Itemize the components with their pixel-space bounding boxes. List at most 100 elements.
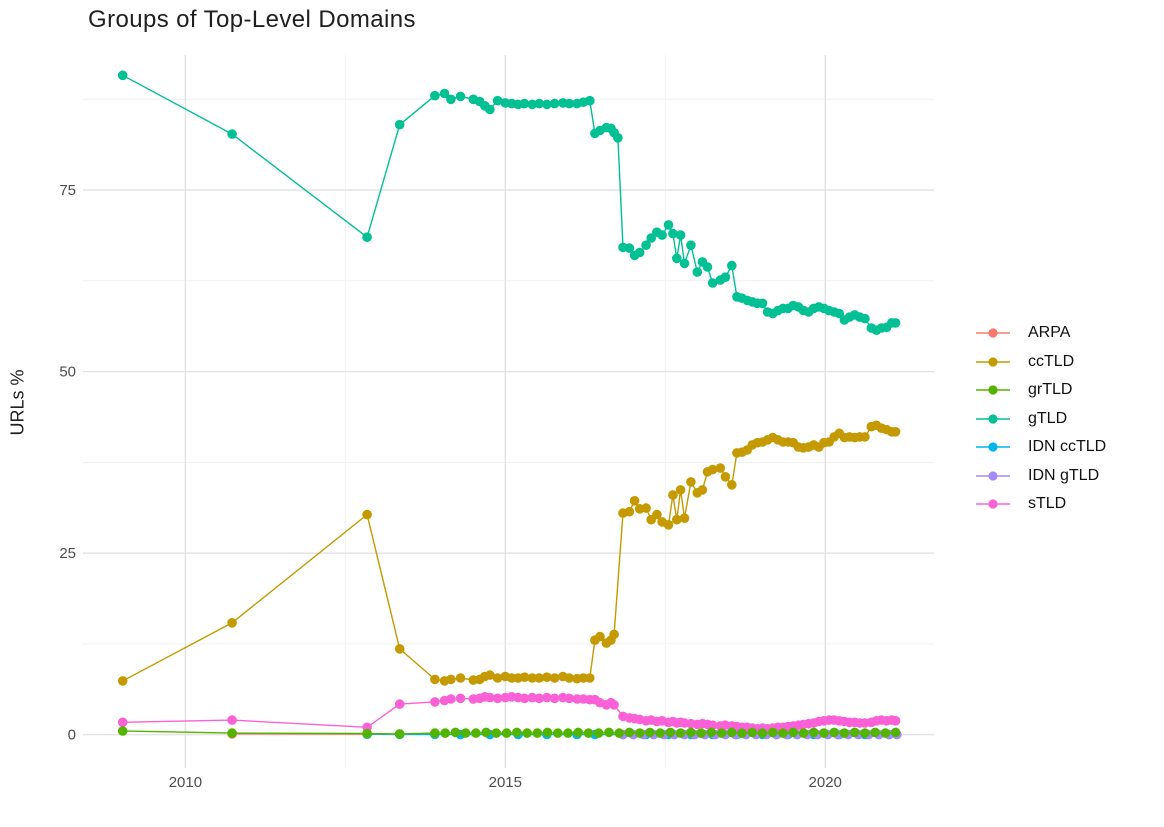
data-point	[527, 99, 537, 110]
data-point	[394, 119, 405, 130]
data-point	[450, 727, 461, 738]
data-point	[727, 727, 737, 738]
legend-key-arpa	[976, 328, 1010, 338]
data-point	[549, 673, 560, 683]
x-tick-label: 2015	[489, 774, 522, 791]
data-point	[481, 727, 491, 738]
data-point	[583, 728, 594, 738]
data-point	[672, 253, 682, 264]
data-point	[829, 727, 839, 738]
data-point	[522, 728, 532, 738]
legend-item-idn-cctld: IDN ccTLD	[976, 433, 1106, 462]
data-point	[641, 503, 651, 513]
data-point	[720, 272, 731, 283]
data-point	[519, 98, 530, 109]
data-point	[679, 258, 690, 269]
legend-label: IDN gTLD	[1028, 466, 1100, 484]
legend-key-stld	[976, 499, 1010, 509]
data-point	[757, 298, 768, 309]
data-point	[519, 672, 530, 682]
data-point	[542, 99, 552, 110]
data-point	[757, 728, 768, 738]
data-point	[362, 728, 372, 739]
data-point	[394, 729, 405, 739]
data-point	[707, 720, 718, 730]
data-point	[727, 480, 737, 490]
data-point	[696, 728, 706, 738]
y-tick-label: 50	[59, 364, 76, 381]
data-point	[870, 727, 880, 738]
legend-key-dot	[988, 328, 998, 338]
data-point	[604, 727, 614, 738]
data-point	[534, 98, 544, 109]
y-tick-label: 0	[68, 727, 76, 744]
data-point	[686, 477, 696, 487]
legend-label: ccTLD	[1028, 352, 1075, 370]
data-point	[839, 728, 850, 738]
data-point	[117, 717, 128, 728]
data-point	[491, 728, 502, 738]
legend-item-grtld: grTLD	[976, 376, 1106, 405]
data-point	[430, 697, 440, 707]
y-tick-label: 25	[59, 545, 76, 562]
data-point	[227, 715, 237, 725]
data-point	[609, 700, 619, 710]
data-point	[634, 728, 645, 738]
data-point	[624, 727, 635, 738]
data-point	[834, 308, 845, 319]
series-gtld	[117, 70, 901, 336]
legend-key-cctld	[976, 357, 1010, 367]
data-point	[720, 472, 731, 482]
data-point	[117, 70, 128, 81]
data-point	[707, 278, 718, 288]
data-point	[455, 673, 466, 683]
data-point	[485, 670, 495, 680]
data-point	[768, 727, 778, 738]
data-point	[542, 672, 552, 682]
data-point	[672, 514, 682, 525]
data-point	[641, 240, 651, 250]
series-cctld	[117, 420, 901, 686]
data-point	[549, 693, 560, 704]
data-point	[706, 727, 717, 738]
data-point	[542, 692, 552, 703]
data-point	[624, 506, 635, 517]
data-point	[665, 727, 676, 738]
data-point	[455, 693, 466, 704]
data-point	[819, 728, 829, 738]
data-point	[663, 520, 674, 530]
data-point	[455, 91, 466, 102]
legend-key-dot	[988, 471, 998, 481]
series-line	[122, 74, 896, 331]
data-point	[707, 464, 718, 475]
legend-item-gtld: gTLD	[976, 405, 1106, 434]
data-point	[446, 694, 456, 704]
legend-item-idn-gtld: IDN gTLD	[976, 462, 1106, 491]
data-point	[534, 693, 544, 704]
data-point	[430, 674, 440, 685]
data-point	[890, 427, 901, 437]
y-tick-label: 75	[59, 182, 76, 199]
data-point	[471, 728, 481, 738]
data-point	[716, 728, 727, 738]
series-stld	[117, 692, 901, 734]
data-point	[564, 693, 575, 704]
data-point	[485, 104, 495, 115]
data-point	[446, 674, 456, 685]
data-point	[860, 432, 870, 442]
data-point	[634, 247, 645, 258]
data-point	[697, 485, 708, 495]
data-point	[798, 728, 809, 738]
data-point	[715, 463, 726, 473]
data-point	[564, 98, 575, 109]
data-point	[808, 727, 819, 738]
legend-key-dot	[988, 385, 998, 395]
data-point	[645, 727, 655, 738]
data-point	[675, 485, 686, 495]
data-point	[880, 728, 891, 738]
data-point	[860, 728, 870, 738]
legend-key-grtld	[976, 385, 1010, 395]
data-point	[668, 490, 678, 500]
data-point	[553, 728, 563, 738]
